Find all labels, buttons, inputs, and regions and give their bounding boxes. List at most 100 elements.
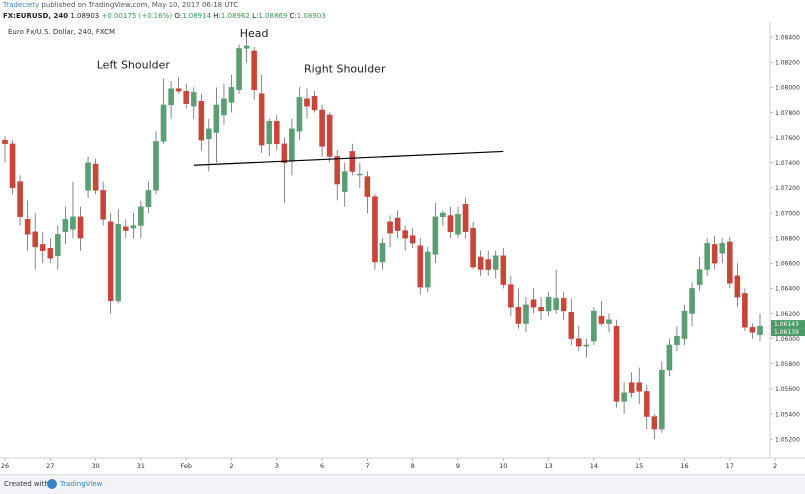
bullish-candle [553,298,559,310]
bearish-candle [92,163,99,191]
close-label: C: [289,12,297,20]
time-tick-label: 15 [635,462,643,470]
price-tick-label: 1.08000 [775,85,800,92]
close-value: 1.08903 [296,12,326,20]
bearish-candle [349,151,356,172]
tradingview-logo-icon [47,479,57,489]
bearish-candle [17,181,23,217]
bullish-candle [757,325,763,336]
publish-text: published on TradingView.com, May 10, 20… [39,1,239,9]
bearish-candle [636,382,642,392]
bearish-candle [394,217,401,231]
bullish-candle [440,212,446,217]
bearish-candle [651,416,658,430]
bearish-candle [304,98,310,107]
price-tag-label: 1.06143 [774,321,799,328]
time-tick-label: 16 [680,462,688,470]
bearish-candle [508,284,514,308]
bearish-candle [183,90,190,104]
time-tick-label: 7 [365,462,369,470]
bullish-candle [696,269,703,285]
bullish-candle [243,45,250,49]
bullish-candle [659,369,665,430]
bullish-candle [115,224,122,302]
time-tick-label: 14 [590,462,598,470]
bearish-candle [749,327,756,333]
created-with-text: Created with [4,480,49,488]
bearish-candle [47,247,54,259]
price-tick-label: 1.05600 [775,386,800,393]
price-tag [771,320,805,329]
bullish-candle [160,104,167,142]
price-tick-label: 1.06400 [775,286,800,293]
bullish-candle [606,319,612,324]
bullish-candle [674,335,680,346]
bearish-candle [311,95,318,111]
bullish-candle [213,104,220,133]
bearish-candle [387,221,393,234]
bearish-candle [2,139,8,145]
bearish-candle [530,299,537,308]
bearish-candle [485,259,492,270]
bearish-candle [560,298,567,312]
bearish-candle [417,245,424,288]
bullish-candle [236,48,242,91]
time-tick-label: Feb [180,462,192,470]
bearish-candle [568,312,575,339]
publish-info: Tradeciety published on TradingView.com,… [0,0,805,12]
bearish-candle [364,176,371,197]
bullish-candle [357,173,363,176]
bullish-candle [138,206,144,226]
price-tick-label: 1.06200 [775,311,800,318]
bearish-candle [402,230,408,239]
bearish-candle [32,231,38,248]
bearish-candle [734,275,741,298]
bearish-candle [100,190,106,220]
price-tick-label: 1.07400 [775,160,800,167]
bullish-candle [62,219,69,233]
last-price: 1.08903 [70,12,100,20]
bearish-candle [409,235,416,244]
bullish-candle [221,98,227,116]
bullish-candle [492,255,499,270]
author-link[interactable]: Tradeciety [3,1,40,9]
time-tick-label: 2 [229,462,233,470]
bullish-candle [455,214,461,235]
price-tick-label: 1.07000 [775,210,800,217]
time-tick-label: 31 [137,462,145,470]
bearish-candle [281,143,288,163]
bearish-candle [470,227,476,268]
price-tick-label: 1.06800 [775,235,800,242]
time-tick-label: 27 [46,462,54,470]
bullish-candle [296,97,303,132]
bearish-candle [326,114,333,157]
bullish-candle [145,190,152,207]
time-axis[interactable]: 26 27 30 31 Feb 2 3 6 7 8 9 10 13 14 15 16 17 2 [0,457,805,470]
bullish-candle [85,162,91,191]
bearish-candle [613,325,620,402]
bearish-candle [372,196,378,263]
bearish-candle [39,244,46,251]
bearish-candle [500,255,507,285]
tradingview-link[interactable]: TradingView [60,480,103,488]
price-tag-label: 1.06139 [774,329,799,336]
price-tick-label: 1.08200 [775,60,800,67]
bullish-candle [190,92,197,107]
price-tick-label: 1.07200 [775,185,800,192]
chart-background [0,22,805,470]
symbol-bar: FX:EURUSD, 240 1.08903 +0.00175 (+0.16%)… [0,11,805,22]
footer-bar: Created with TradingView [0,474,805,494]
bullish-candle [70,216,76,230]
bullish-candle [583,344,590,347]
price-tick-label: 1.06600 [775,261,800,268]
candlestick-chart[interactable]: Euro Fx/U.S. Dollar, 240, FXCM Left Shou… [0,22,805,470]
annotations-group: Left Shoulder Head Right Shoulder [97,27,504,166]
high-label: H: [213,12,221,20]
price-axis[interactable]: 1.08400 1.08200 1.08000 1.07800 1.07600 1.074… [769,22,805,458]
time-tick-label: 2 [773,462,777,470]
price-change: +0.00175 (+0.16%) [101,12,173,20]
low-value: 1.08869 [258,12,288,20]
bullish-candle [289,128,295,162]
pattern-annotation: Right Shoulder [304,62,386,75]
pattern-annotation: Left Shoulder [97,58,171,71]
